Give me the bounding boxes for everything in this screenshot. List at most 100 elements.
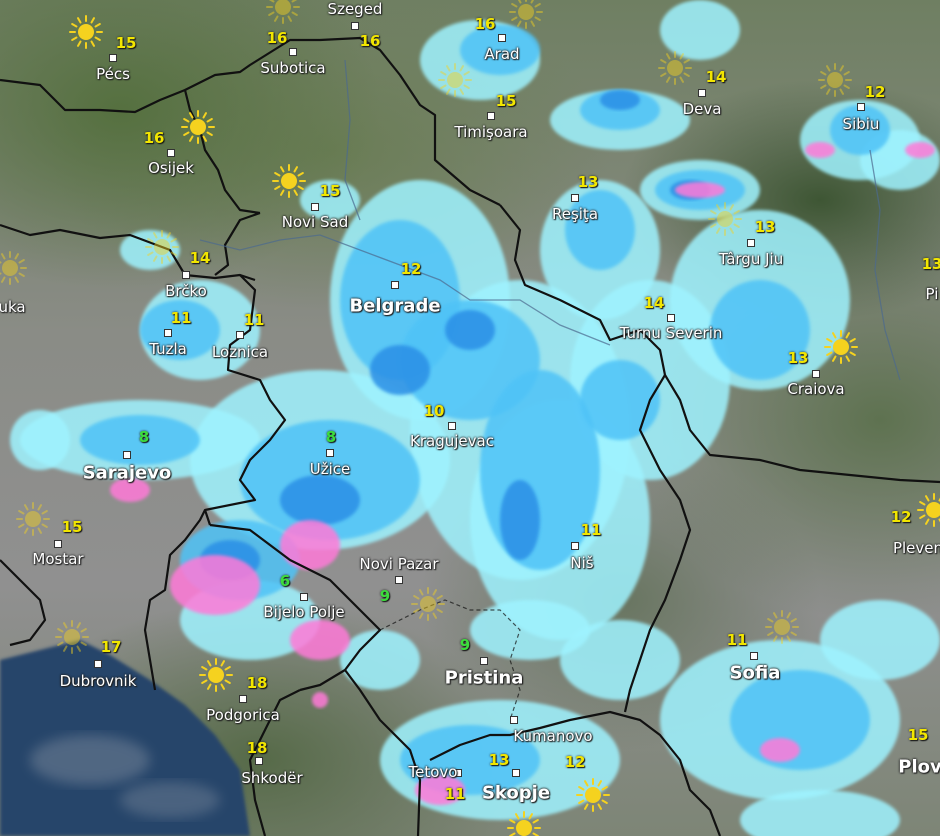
- city-label-loznica[interactable]: Loznica: [211, 343, 269, 361]
- city-marker-tuzla[interactable]: [164, 329, 172, 337]
- city-marker-loznica[interactable]: [236, 331, 244, 339]
- city-marker-dubrovnik[interactable]: [94, 660, 102, 668]
- precipitation-area: [740, 790, 900, 836]
- city-label-brc-ko[interactable]: Brčko: [165, 282, 207, 300]
- sun-icon: [144, 229, 180, 265]
- city-label-pi[interactable]: Pi: [925, 285, 939, 303]
- precipitation-area: [830, 105, 890, 155]
- city-label-pleven[interactable]: Pleven: [892, 539, 940, 557]
- temperature-plov: 15: [907, 726, 929, 744]
- city-marker-deva[interactable]: [698, 89, 706, 97]
- city-label-podgorica[interactable]: Podgorica: [206, 706, 280, 724]
- precipitation-area: [760, 738, 800, 762]
- sun-icon: [0, 250, 28, 286]
- city-marker-craiova[interactable]: [812, 370, 820, 378]
- temperature-bijelo-polje: 6: [279, 572, 291, 590]
- city-label-sibiu[interactable]: Sibiu: [842, 115, 880, 133]
- city-marker-uz-ice[interactable]: [326, 449, 334, 457]
- temperature-novi-pazar: 9: [379, 587, 391, 605]
- temperature-pristina: 9: [459, 636, 471, 654]
- city-label-mostar[interactable]: Mostar: [32, 550, 84, 568]
- city-label-belgrade[interactable]: Belgrade: [349, 295, 441, 317]
- city-label-plov[interactable]: Plov: [898, 756, 940, 778]
- border-croatia-bosnia: [0, 223, 256, 282]
- city-marker-kragujevac[interactable]: [448, 422, 456, 430]
- city-marker-sofia[interactable]: [750, 652, 758, 660]
- border-serbia-kosovo: [379, 599, 521, 721]
- city-label-arad[interactable]: Arad: [484, 45, 520, 63]
- city-label-shkode-r[interactable]: Shkodër: [241, 769, 303, 787]
- city-marker-brc-ko[interactable]: [182, 271, 190, 279]
- city-marker-podgorica[interactable]: [239, 695, 247, 703]
- city-label-nis-[interactable]: Niš: [570, 554, 594, 572]
- city-label-res-it-a[interactable]: Reşiţa: [551, 205, 599, 223]
- temperature-pleven: 12: [890, 508, 912, 526]
- sun-icon: [657, 50, 693, 86]
- city-marker-arad[interactable]: [498, 34, 506, 42]
- temperature-tetovo: 11: [444, 785, 466, 803]
- city-marker-shkode-r[interactable]: [255, 757, 263, 765]
- city-label-tuzla[interactable]: Tuzla: [149, 340, 187, 358]
- sun-icon: [575, 777, 611, 813]
- city-label-novi-sad[interactable]: Novi Sad: [281, 213, 349, 231]
- city-label-tetovo[interactable]: Tetovo: [408, 763, 458, 781]
- city-marker-szeged[interactable]: [351, 22, 359, 30]
- city-marker-osijek[interactable]: [167, 149, 175, 157]
- city-label-osijek[interactable]: Osijek: [148, 159, 194, 177]
- city-label-novi-pazar[interactable]: Novi Pazar: [359, 555, 439, 573]
- city-label-sofia[interactable]: Sofia: [729, 662, 781, 684]
- city-label-sarajevo[interactable]: Sarajevo: [82, 462, 172, 484]
- city-label-ta-rgu-jiu[interactable]: Târgu Jiu: [718, 250, 784, 268]
- border-serbia-bulgaria: [623, 374, 692, 713]
- city-label-timis-oara[interactable]: Timişoara: [454, 123, 528, 141]
- city-label-turnu-severin[interactable]: Turnu Severin: [619, 324, 723, 342]
- city-marker-belgrade[interactable]: [391, 281, 399, 289]
- sun-icon: [68, 14, 104, 50]
- sun-icon: [198, 657, 234, 693]
- city-label-kumanovo[interactable]: Kumanovo: [513, 727, 593, 745]
- city-marker-novi-pazar[interactable]: [395, 576, 403, 584]
- precipitation-area: [460, 25, 540, 75]
- city-marker-skopje[interactable]: [512, 769, 520, 777]
- city-label-pristina[interactable]: Pristina: [444, 667, 524, 689]
- city-marker-pe-cs[interactable]: [109, 54, 117, 62]
- city-marker-nis-[interactable]: [571, 542, 579, 550]
- city-label-subotica[interactable]: Subotica: [260, 59, 326, 77]
- city-label-kragujevac[interactable]: Kragujevac: [410, 432, 494, 450]
- border-bosnia-serbia: [203, 274, 287, 526]
- river-danube: [199, 234, 611, 346]
- city-label-uz-ice[interactable]: Užice: [309, 460, 351, 478]
- city-label-craiova[interactable]: Craiova: [787, 380, 845, 398]
- border-kosovo-albania: [344, 669, 422, 836]
- city-marker-ta-rgu-jiu[interactable]: [747, 239, 755, 247]
- city-marker-sibiu[interactable]: [857, 103, 865, 111]
- city-marker-subotica[interactable]: [289, 48, 297, 56]
- temperature-pe-cs: 15: [115, 34, 137, 52]
- city-marker-tetovo[interactable]: [454, 769, 462, 777]
- temperature-brc-ko: 14: [189, 249, 211, 267]
- city-label-pe-cs[interactable]: Pécs: [96, 65, 130, 83]
- city-label-uka[interactable]: uka: [0, 298, 26, 316]
- city-marker-res-it-a[interactable]: [571, 194, 579, 202]
- precipitation-area: [140, 300, 220, 360]
- city-marker-novi-sad[interactable]: [311, 203, 319, 211]
- city-marker-sarajevo[interactable]: [123, 451, 131, 459]
- precipitation-area: [565, 190, 635, 270]
- border-hungary-croatia: [0, 78, 261, 215]
- sun-icon: [180, 109, 216, 145]
- city-label-dubrovnik[interactable]: Dubrovnik: [59, 672, 137, 690]
- city-label-skopje[interactable]: Skopje: [481, 782, 551, 804]
- city-marker-mostar[interactable]: [54, 540, 62, 548]
- city-marker-timis-oara[interactable]: [487, 112, 495, 120]
- city-marker-kumanovo[interactable]: [510, 716, 518, 724]
- city-marker-pristina[interactable]: [480, 657, 488, 665]
- city-marker-bijelo-polje[interactable]: [300, 593, 308, 601]
- city-label-szeged[interactable]: Szeged: [327, 0, 383, 18]
- city-label-bijelo-polje[interactable]: Bijelo Polje: [263, 603, 345, 621]
- sun-icon: [764, 609, 800, 645]
- city-marker-turnu-severin[interactable]: [667, 314, 675, 322]
- city-label-deva[interactable]: Deva: [682, 100, 722, 118]
- precipitation-area: [120, 230, 180, 270]
